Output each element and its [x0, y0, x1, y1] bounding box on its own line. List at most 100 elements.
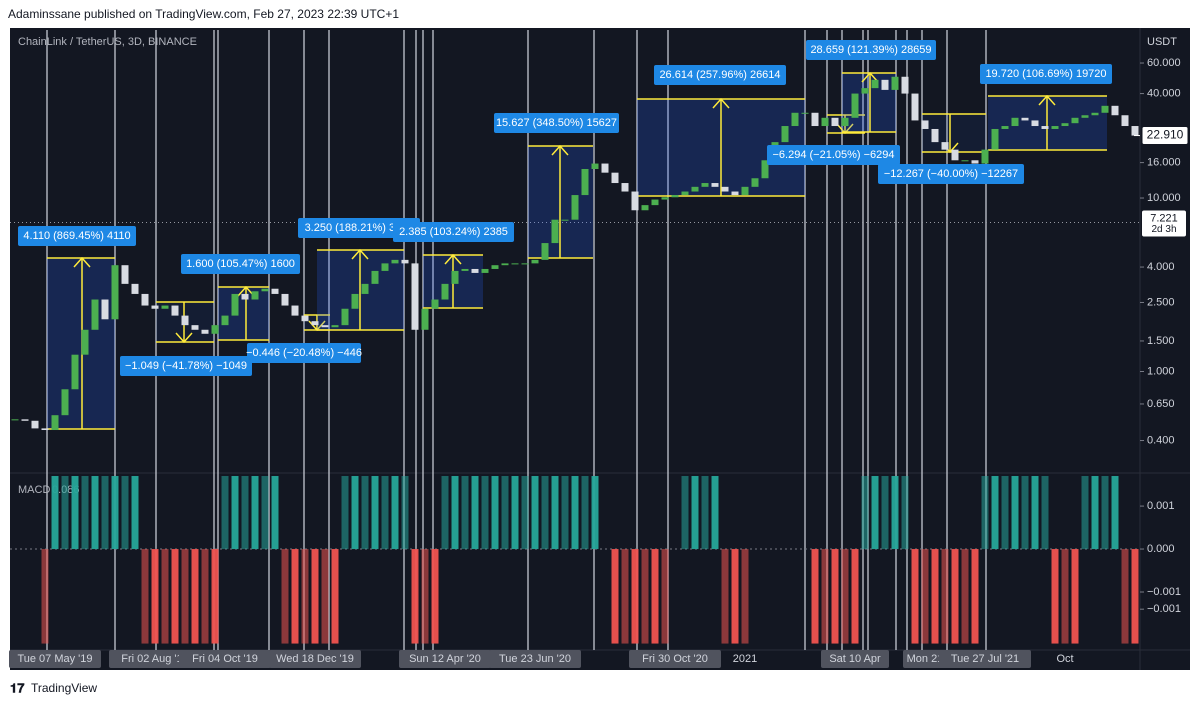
candle	[11, 419, 19, 421]
macd-bar	[931, 549, 939, 644]
macd-bar	[221, 476, 229, 550]
macd-bar	[551, 476, 559, 550]
last-price-box	[1141, 126, 1189, 146]
candle	[801, 112, 809, 114]
chart-title: ChainLink / TetherUS, 3D, BINANCE	[18, 36, 197, 48]
macd-bar	[291, 549, 299, 644]
header: Adaminssane published on TradingView.com…	[8, 7, 399, 21]
candle	[41, 428, 49, 431]
candle	[941, 142, 949, 150]
arrow-head	[712, 97, 730, 109]
macd-bar	[121, 476, 129, 550]
x-tick-label: Tue 27 Jul '21	[951, 653, 1019, 665]
arrow-head	[444, 253, 462, 265]
macd-bar	[61, 476, 69, 550]
macd-bar	[181, 549, 189, 644]
y-tick-label: 0.650	[1147, 398, 1175, 410]
annotation-bg	[494, 113, 619, 133]
candle	[641, 205, 649, 211]
candle	[171, 305, 179, 316]
macd-bar	[1021, 476, 1029, 550]
macd-bar	[891, 476, 899, 550]
time-label-bg	[939, 650, 1031, 668]
macd-bar	[681, 476, 689, 550]
x-tick-label: Wed 18 Dec '19	[276, 653, 354, 665]
candle	[291, 305, 299, 316]
candle	[61, 389, 69, 416]
macd-bar	[971, 549, 979, 644]
candle	[31, 420, 39, 429]
macd-bar	[461, 476, 469, 550]
macd-bar	[281, 549, 289, 644]
candle	[51, 415, 59, 431]
candle	[181, 315, 189, 326]
macd-bar	[231, 476, 239, 550]
macd-bar	[411, 549, 419, 644]
macd-bar	[261, 476, 269, 550]
macd-bar	[351, 476, 359, 550]
candle	[911, 93, 919, 121]
macd-bar	[501, 476, 509, 550]
annotation: −1.049 (−41.78%) −1049	[125, 360, 247, 372]
time-label-bg	[269, 650, 361, 668]
macd-bar	[641, 549, 649, 644]
arrow-head	[861, 71, 879, 83]
candle	[781, 126, 789, 143]
candle	[1081, 115, 1089, 118]
macd-bar	[701, 476, 709, 550]
candle	[751, 178, 759, 187]
macd-bar	[161, 549, 169, 644]
candle	[391, 259, 399, 264]
macd-bar	[1071, 549, 1079, 644]
candle	[261, 288, 269, 292]
candle	[351, 293, 359, 309]
candle	[581, 168, 589, 196]
macd-bar	[441, 476, 449, 550]
annotation-bg	[247, 343, 361, 363]
x-tick-label: Oct	[1056, 653, 1073, 665]
candle	[931, 128, 939, 143]
macd-bar	[421, 549, 429, 644]
macd-bar	[841, 549, 849, 644]
macd-bar	[241, 476, 249, 550]
candle	[841, 117, 849, 127]
y-tick-label: 0.001	[1147, 500, 1175, 512]
macd-bar	[741, 549, 749, 644]
candle	[441, 283, 449, 300]
candle	[1001, 126, 1009, 129]
candle	[951, 149, 959, 161]
macd-bar	[591, 476, 599, 550]
candle	[1121, 115, 1129, 127]
macd-bar	[341, 476, 349, 550]
macd-bar	[251, 476, 259, 550]
macd-bar	[101, 476, 109, 550]
candle	[421, 308, 429, 330]
macd-bar	[1031, 476, 1039, 550]
candle	[1021, 117, 1029, 121]
candle	[661, 197, 669, 200]
candle	[721, 186, 729, 192]
candle	[971, 160, 979, 164]
candle	[271, 288, 279, 294]
candle	[561, 219, 569, 221]
candle	[81, 329, 89, 355]
annotation-bg	[393, 222, 514, 242]
candle	[831, 117, 839, 127]
crosshair-box	[1142, 210, 1186, 237]
candle	[141, 293, 149, 306]
macd-bar	[131, 476, 139, 550]
candle	[241, 293, 249, 300]
y-tick-label: 1.000	[1147, 365, 1175, 377]
macd-bar	[881, 476, 889, 550]
arrow-head	[73, 256, 91, 268]
arrow-head	[351, 248, 369, 260]
candle	[1031, 120, 1039, 127]
candle	[671, 195, 679, 198]
candle	[731, 191, 739, 196]
arrow-head	[836, 123, 854, 135]
macd-bar	[41, 549, 49, 644]
candle	[521, 263, 529, 265]
candle	[701, 183, 709, 187]
candle	[151, 305, 159, 309]
candle	[191, 325, 199, 330]
